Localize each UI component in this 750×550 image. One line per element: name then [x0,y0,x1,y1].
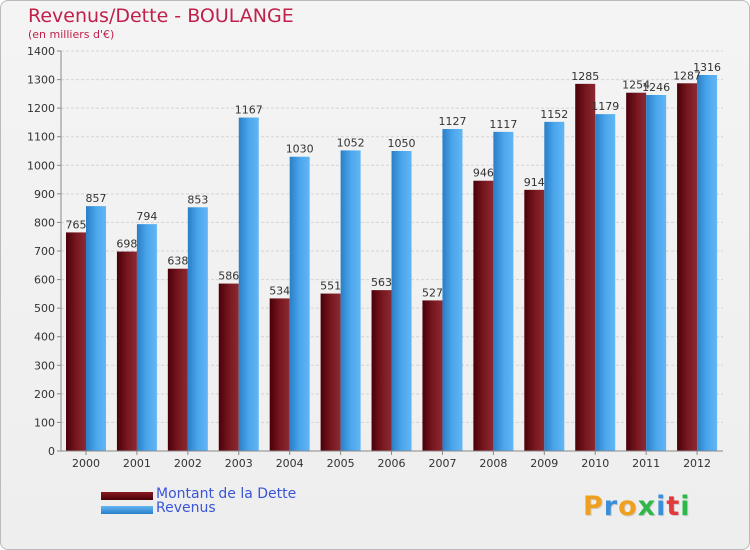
bars-layer [66,75,718,452]
data-label-debt: 527 [422,286,443,299]
data-label-debt: 534 [269,284,290,297]
y-tick-label: 300 [34,359,55,372]
data-label-debt: 765 [66,218,87,231]
chart-subtitle: (en milliers d'€) [28,28,115,41]
y-tick-label: 900 [34,188,55,201]
x-tick-label: 2007 [428,457,456,470]
bar-revenus [442,129,463,451]
bar-debt [320,293,341,451]
bar-debt [371,290,392,451]
logo-letter: P [583,491,604,522]
legend-label-debt: Montant de la Dette [156,486,297,502]
bar-debt [524,189,545,451]
data-label-debt: 698 [116,238,137,251]
x-tick-label: 2004 [276,457,304,470]
y-tick-label: 1400 [27,45,55,58]
logo-letter: o [618,491,638,522]
bar-debt [677,83,698,452]
y-tick-label: 700 [34,245,55,258]
legend-swatch-debt [101,492,153,500]
x-tick-label: 2000 [72,457,100,470]
data-label-revenus: 857 [86,192,107,205]
x-tick-label: 2002 [174,457,202,470]
legend-label-revenus: Revenus [156,500,216,516]
x-tick-label: 2001 [123,457,151,470]
x-tick-label: 2012 [683,457,711,470]
data-label-revenus: 1127 [438,115,466,128]
legend-swatch-revenus [101,506,153,514]
bar-revenus [646,95,667,451]
y-tick-label: 500 [34,302,55,315]
y-tick-label: 1000 [27,159,55,172]
logo-letter: x [637,491,657,522]
data-label-revenus: 1179 [591,100,619,113]
bar-debt [167,268,188,451]
bar-debt [575,83,596,451]
logo-letter: t [666,491,681,522]
logo-letter: i [656,491,667,522]
y-tick-label: 800 [34,216,55,229]
bar-revenus [493,131,514,451]
x-tick-label: 2006 [378,457,406,470]
x-tick-label: 2009 [530,457,558,470]
data-label-revenus: 1052 [337,136,365,149]
data-label-debt: 586 [218,270,239,283]
logo-letter: i [680,491,691,522]
data-label-revenus: 1152 [540,108,568,121]
x-tick-label: 2011 [632,457,660,470]
x-tick-label: 2008 [479,457,507,470]
bar-debt [626,92,647,451]
data-label-revenus: 794 [136,210,157,223]
chart-title: Revenus/Dette - BOULANGE [28,5,294,27]
x-tick-label: 2003 [225,457,253,470]
data-label-debt: 563 [371,276,392,289]
y-tick-label: 1100 [27,131,55,144]
bar-revenus [187,207,208,451]
data-label-debt: 946 [473,167,494,180]
y-tick-label: 100 [34,416,55,429]
x-tick-label: 2005 [327,457,355,470]
data-label-debt: 1287 [673,69,701,82]
data-label-revenus: 1167 [235,104,263,117]
bar-debt [473,180,494,451]
y-tick-label: 1200 [27,102,55,115]
data-label-debt: 1285 [571,70,599,83]
bar-revenus [136,224,157,451]
bar-revenus [340,150,361,451]
bar-debt [116,251,137,451]
bar-revenus [289,156,310,451]
data-label-revenus: 853 [187,193,208,206]
data-label-debt: 551 [320,280,341,293]
y-tick-label: 200 [34,388,55,401]
data-label-debt: 638 [167,255,188,268]
axis-layer: 0 100 200 300 400 500 600 700 800 900 1000 1100 1200… [27,45,723,470]
bar-debt [422,300,443,451]
y-tick-label: 600 [34,274,55,287]
logo-letter: r [603,491,619,522]
data-label-debt: 1254 [622,79,650,92]
bar-debt [66,232,86,451]
bar-revenus [86,206,106,451]
y-tick-label: 1300 [27,74,55,87]
bar-debt [218,283,239,451]
data-label-revenus: 1050 [388,137,416,150]
data-label-revenus: 1117 [489,118,517,131]
data-label-debt: 914 [524,176,545,189]
bar-debt [269,298,290,451]
proxiti-logo: Proxiti [583,491,691,522]
data-label-revenus: 1030 [286,143,314,156]
bar-revenus [697,75,718,451]
bar-revenus [595,114,616,452]
bar-revenus [544,121,565,451]
x-tick-label: 2010 [581,457,609,470]
y-tick-label: 400 [34,331,55,344]
bar-revenus [391,151,412,451]
labels-layer: 765 857 698 794 638 853 586 1167 534 1030 551 1052 5… [66,61,722,299]
bar-revenus [238,117,259,452]
data-label-revenus: 1316 [693,61,721,74]
data-label-revenus: 1246 [642,81,670,94]
y-tick-label: 0 [48,445,55,458]
